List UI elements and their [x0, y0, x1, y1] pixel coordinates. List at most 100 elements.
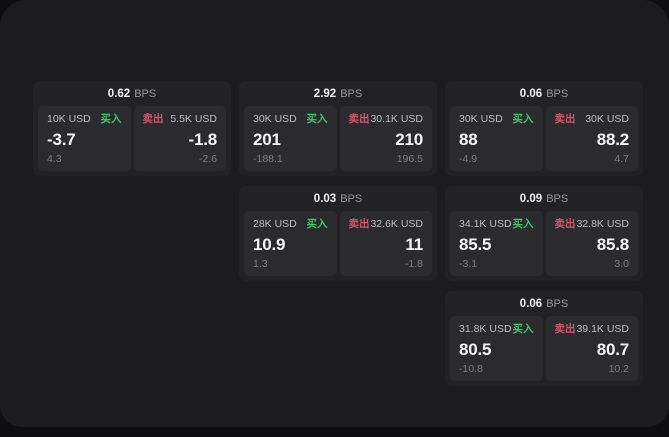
bps-unit-label: BPS — [546, 88, 569, 100]
buy-side-label: 买入 — [306, 113, 328, 125]
buy-panel[interactable]: 30K USD 买入 201 -188.1 — [244, 106, 337, 171]
sell-amount: 32.6K USD — [370, 218, 423, 230]
sell-change: -1.8 — [404, 258, 423, 270]
card-header: 2.92 BPS — [244, 86, 432, 106]
sell-panel-top: 卖出 30.1K USD — [349, 113, 424, 125]
buy-price: -3.7 — [47, 129, 76, 149]
buy-change: -3.1 — [459, 258, 478, 270]
quote-card-grid: 0.62 BPS 10K USD 买入 -3.7 4.3 卖出 5.5K USD — [33, 81, 643, 386]
sell-change: 4.7 — [614, 153, 629, 165]
bps-value: 0.06 — [519, 88, 543, 100]
bps-unit-label: BPS — [546, 298, 569, 310]
buy-sell-panels: 34.1K USD 买入 85.5 -3.1 卖出 32.8K USD 85.8… — [450, 211, 638, 276]
card-header: 0.06 BPS — [450, 296, 638, 316]
bps-unit-label: BPS — [340, 193, 363, 205]
bps-value: 0.03 — [313, 193, 337, 205]
sell-panel[interactable]: 卖出 39.1K USD 80.7 10.2 — [545, 316, 638, 381]
sell-price: -1.8 — [188, 129, 218, 149]
buy-price: 88 — [459, 129, 478, 149]
buy-panel-top: 28K USD 买入 — [253, 218, 328, 230]
card-header: 0.06 BPS — [450, 86, 638, 106]
card-header: 0.62 BPS — [38, 86, 226, 106]
card-header: 0.03 BPS — [244, 191, 432, 211]
buy-price: 80.5 — [459, 339, 492, 359]
buy-price: 201 — [253, 129, 281, 149]
sell-side-label: 卖出 — [554, 323, 576, 335]
sell-panel-top: 卖出 32.8K USD — [555, 218, 630, 230]
buy-price: 85.5 — [459, 234, 492, 254]
sell-price: 210 — [395, 129, 423, 149]
bps-unit-label: BPS — [134, 88, 157, 100]
bps-value: 2.92 — [313, 88, 337, 100]
buy-amount: 30K USD — [253, 113, 297, 125]
sell-panel-top: 卖出 30K USD — [555, 113, 630, 125]
sell-panel[interactable]: 卖出 32.8K USD 85.8 3.0 — [545, 211, 638, 276]
buy-sell-panels: 31.8K USD 买入 80.5 -10.8 卖出 39.1K USD 80.… — [450, 316, 638, 381]
buy-sell-panels: 28K USD 买入 10.9 1.3 卖出 32.6K USD 11 -1.8 — [244, 211, 432, 276]
buy-panel-top: 34.1K USD 买入 — [459, 218, 534, 230]
buy-side-label: 买入 — [100, 113, 122, 125]
sell-price: 11 — [405, 234, 423, 254]
quote-card[interactable]: 0.06 BPS 31.8K USD 买入 80.5 -10.8 卖出 39.1K… — [445, 291, 643, 386]
bps-value: 0.62 — [107, 88, 131, 100]
sell-change: -2.6 — [198, 153, 217, 165]
buy-change: 4.3 — [47, 153, 62, 165]
buy-side-label: 买入 — [306, 218, 328, 230]
buy-panel-top: 30K USD 买入 — [459, 113, 534, 125]
quote-card[interactable]: 0.06 BPS 30K USD 买入 88 -4.9 卖出 30K USD — [445, 81, 643, 176]
quote-card[interactable]: 0.03 BPS 28K USD 买入 10.9 1.3 卖出 32.6K USD — [239, 186, 437, 281]
sell-price: 80.7 — [596, 339, 629, 359]
main-panel: 0.62 BPS 10K USD 买入 -3.7 4.3 卖出 5.5K USD — [0, 0, 669, 427]
buy-panel[interactable]: 30K USD 买入 88 -4.9 — [450, 106, 543, 171]
sell-panel[interactable]: 卖出 5.5K USD -1.8 -2.6 — [133, 106, 226, 171]
sell-side-label: 卖出 — [142, 113, 164, 125]
buy-price: 10.9 — [253, 234, 286, 254]
sell-price: 88.2 — [596, 129, 629, 149]
quote-card[interactable]: 0.62 BPS 10K USD 买入 -3.7 4.3 卖出 5.5K USD — [33, 81, 231, 176]
buy-sell-panels: 30K USD 买入 201 -188.1 卖出 30.1K USD 210 1… — [244, 106, 432, 171]
sell-change: 10.2 — [608, 363, 629, 375]
buy-change: -4.9 — [459, 153, 478, 165]
sell-panel[interactable]: 卖出 30.1K USD 210 196.5 — [339, 106, 432, 171]
quote-card[interactable]: 0.09 BPS 34.1K USD 买入 85.5 -3.1 卖出 32.8K … — [445, 186, 643, 281]
buy-amount: 31.8K USD — [459, 323, 512, 335]
buy-panel[interactable]: 28K USD 买入 10.9 1.3 — [244, 211, 337, 276]
buy-change: 1.3 — [253, 258, 268, 270]
buy-panel[interactable]: 34.1K USD 买入 85.5 -3.1 — [450, 211, 543, 276]
sell-panel-top: 卖出 5.5K USD — [143, 113, 218, 125]
sell-panel[interactable]: 卖出 30K USD 88.2 4.7 — [545, 106, 638, 171]
sell-amount: 39.1K USD — [576, 323, 629, 335]
buy-panel[interactable]: 31.8K USD 买入 80.5 -10.8 — [450, 316, 543, 381]
buy-panel[interactable]: 10K USD 买入 -3.7 4.3 — [38, 106, 131, 171]
sell-change: 3.0 — [614, 258, 629, 270]
quote-card[interactable]: 2.92 BPS 30K USD 买入 201 -188.1 卖出 30.1K U… — [239, 81, 437, 176]
sell-amount: 30K USD — [585, 113, 629, 125]
buy-side-label: 买入 — [512, 218, 534, 230]
buy-panel-top: 30K USD 买入 — [253, 113, 328, 125]
sell-panel-top: 卖出 39.1K USD — [555, 323, 630, 335]
buy-panel-top: 31.8K USD 买入 — [459, 323, 534, 335]
buy-amount: 10K USD — [47, 113, 91, 125]
buy-panel-top: 10K USD 买入 — [47, 113, 122, 125]
buy-change: -188.1 — [253, 153, 283, 165]
buy-amount: 28K USD — [253, 218, 297, 230]
buy-side-label: 买入 — [512, 113, 534, 125]
sell-amount: 32.8K USD — [576, 218, 629, 230]
sell-side-label: 卖出 — [554, 113, 576, 125]
sell-panel[interactable]: 卖出 32.6K USD 11 -1.8 — [339, 211, 432, 276]
buy-amount: 34.1K USD — [459, 218, 512, 230]
sell-panel-top: 卖出 32.6K USD — [349, 218, 424, 230]
bps-unit-label: BPS — [340, 88, 363, 100]
bps-value: 0.09 — [519, 193, 543, 205]
sell-side-label: 卖出 — [348, 218, 370, 230]
buy-change: -10.8 — [459, 363, 483, 375]
bps-value: 0.06 — [519, 298, 543, 310]
sell-amount: 30.1K USD — [370, 113, 423, 125]
buy-side-label: 买入 — [512, 323, 534, 335]
sell-side-label: 卖出 — [554, 218, 576, 230]
sell-change: 196.5 — [396, 153, 423, 165]
buy-sell-panels: 30K USD 买入 88 -4.9 卖出 30K USD 88.2 4.7 — [450, 106, 638, 171]
sell-amount: 5.5K USD — [170, 113, 217, 125]
sell-side-label: 卖出 — [348, 113, 370, 125]
sell-price: 85.8 — [596, 234, 629, 254]
